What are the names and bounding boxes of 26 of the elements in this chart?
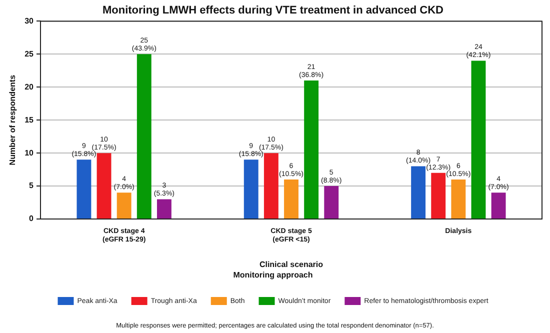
y-axis-title: Number of respondents	[8, 74, 18, 166]
bar	[431, 172, 446, 218]
bar	[136, 54, 152, 218]
bar	[451, 179, 466, 218]
legend-title: Monitoring approach	[233, 270, 313, 280]
y-tick-label: 15	[24, 115, 34, 124]
bar	[156, 199, 172, 218]
y-tick-label: 5	[29, 181, 34, 190]
y-tick-label: 30	[24, 16, 34, 26]
bar	[76, 160, 92, 218]
bar	[491, 192, 506, 218]
bar	[471, 60, 486, 218]
y-tick-label: 0	[29, 214, 34, 224]
y-tick-label: 20	[24, 82, 34, 92]
y-tick-label: 25	[24, 49, 34, 58]
bar	[411, 166, 426, 218]
bar	[304, 80, 319, 218]
x-axis-title: Clinical scenario	[259, 260, 324, 269]
bar	[324, 186, 339, 218]
y-tick-label: 10	[24, 148, 34, 158]
bar	[244, 160, 258, 218]
bar	[264, 153, 278, 218]
bar	[96, 153, 112, 218]
chart-title: Monitoring LMWH effects during VTE treatment in advanced CKD	[102, 4, 444, 17]
bar	[284, 179, 298, 218]
bar	[116, 192, 132, 218]
